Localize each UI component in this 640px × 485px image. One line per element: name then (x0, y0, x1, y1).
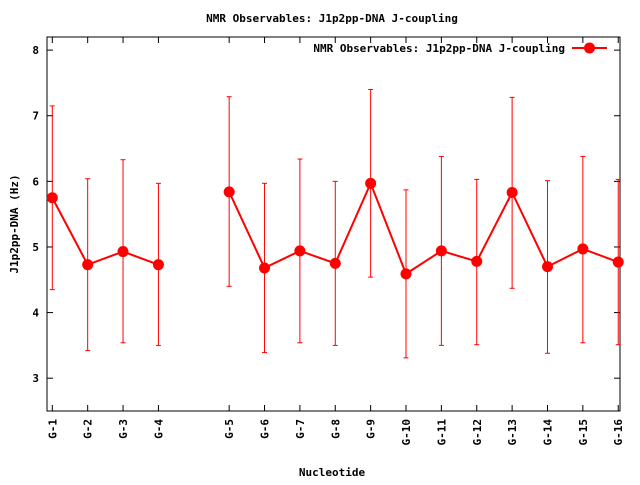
data-point (82, 259, 94, 271)
data-point (152, 259, 164, 271)
data-point (612, 256, 624, 268)
y-axis: 3 4 5 6 7 8 (32, 44, 620, 385)
y-tick-label: 4 (32, 307, 39, 320)
x-tick-label: G-6 (259, 419, 272, 439)
data-point (435, 245, 447, 257)
x-tick-label: G-11 (435, 419, 448, 446)
plot-frame (46, 36, 621, 412)
data-point (506, 187, 518, 199)
y-tick-label: 6 (32, 175, 39, 188)
legend: NMR Observables: J1p2pp-DNA J-coupling (313, 42, 607, 55)
data-point (329, 257, 341, 269)
x-tick-label: G-1 (46, 419, 59, 439)
y-tick-label: 3 (32, 372, 39, 385)
x-tick-label: G-10 (400, 419, 413, 446)
x-tick-label: G-15 (577, 419, 590, 446)
data-point (365, 177, 377, 189)
data-point (223, 186, 235, 198)
x-axis-label: Nucleotide (299, 466, 366, 479)
x-tick-label: G-16 (612, 419, 625, 446)
x-tick-label: G-2 (82, 419, 95, 439)
series-group (46, 88, 624, 359)
y-axis-label: J1p2pp-DNA (Hz) (8, 174, 21, 273)
x-tick-label: G-5 (223, 419, 236, 439)
x-tick-label: G-7 (294, 419, 307, 439)
data-point (541, 261, 553, 273)
x-tick-label: G-9 (365, 419, 378, 439)
y-tick-label: 8 (32, 44, 39, 57)
data-point (577, 243, 589, 255)
data-point (400, 268, 412, 280)
x-tick-label: G-12 (471, 419, 484, 446)
x-tick-label: G-13 (506, 419, 519, 446)
x-axis: G-1 G-2 G-3 G-4 G-5 G-6 G-7 G-8 G-9 G-10 G-11 G-12 G… (46, 37, 625, 446)
data-point (117, 246, 129, 258)
data-point (471, 255, 483, 267)
data-point (294, 245, 306, 257)
y-tick-label: 7 (32, 110, 39, 123)
chart-title: NMR Observables: J1p2pp-DNA J-coupling (206, 12, 458, 25)
series-line (228, 180, 619, 276)
x-tick-label: G-14 (541, 419, 554, 446)
series-line (51, 197, 159, 266)
legend-marker (584, 42, 595, 54)
x-tick-label: G-8 (329, 419, 342, 439)
data-point (46, 192, 58, 204)
data-point (259, 262, 271, 274)
legend-label: NMR Observables: J1p2pp-DNA J-coupling (313, 42, 565, 55)
y-tick-label: 5 (32, 241, 39, 254)
x-tick-label: G-4 (152, 419, 165, 439)
x-tick-label: G-3 (117, 419, 130, 439)
